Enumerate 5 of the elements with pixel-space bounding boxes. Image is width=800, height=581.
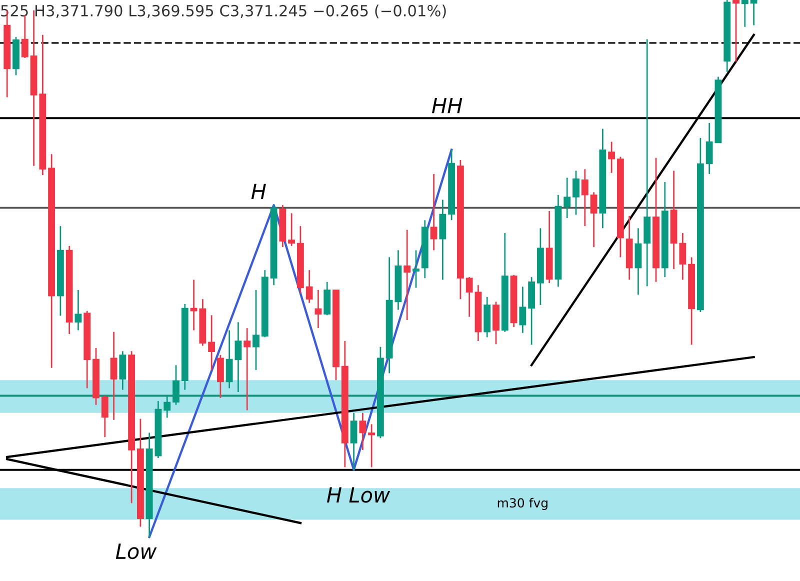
band-label: m30 fvg [498, 498, 548, 510]
annotation: H Low [326, 487, 390, 503]
annotation: H [251, 184, 266, 200]
text: Low [116, 544, 157, 560]
annotation: HH [432, 98, 462, 114]
